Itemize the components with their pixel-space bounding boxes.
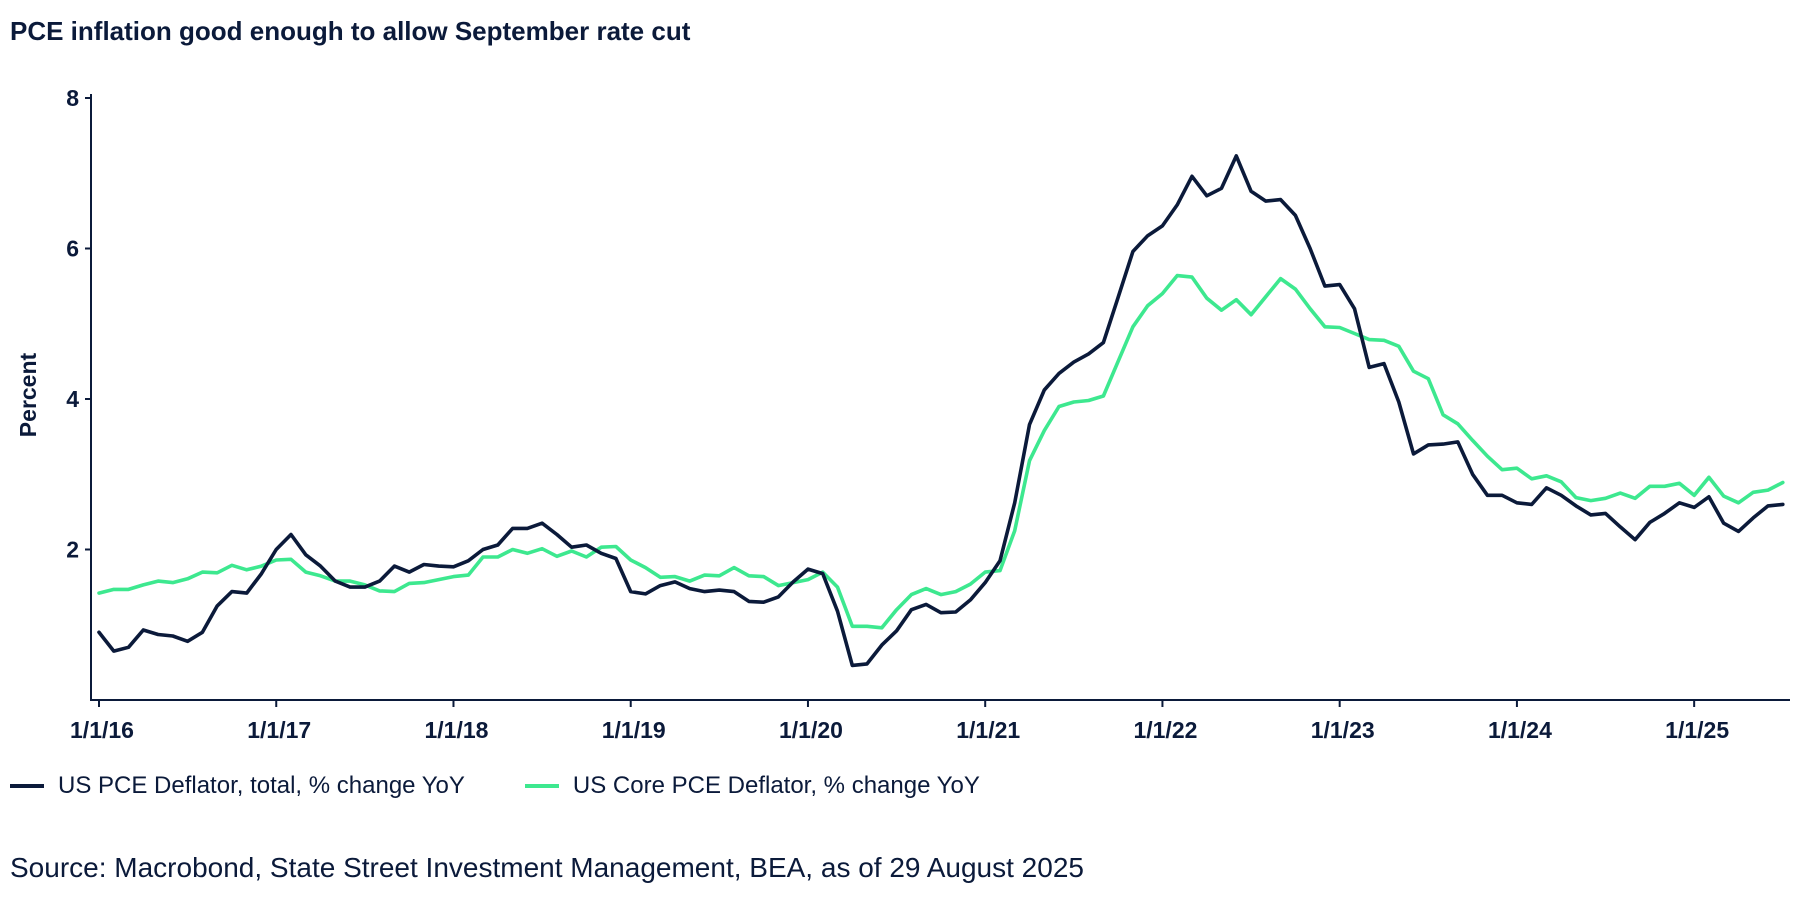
legend-label-total: US PCE Deflator, total, % change YoY <box>58 772 465 799</box>
legend-item-total: US PCE Deflator, total, % change YoY <box>10 772 465 800</box>
y-tick-label: 8 <box>66 85 79 111</box>
y-tick-label: 2 <box>66 537 79 563</box>
legend-item-core: US Core PCE Deflator, % change YoY <box>524 772 980 800</box>
source-note: Source: Macrobond, State Street Investme… <box>10 852 1084 883</box>
y-axis-label: Percent <box>15 352 41 437</box>
chart-title: PCE inflation good enough to allow Septe… <box>10 16 691 46</box>
x-tick-label: 1/1/20 <box>779 717 843 743</box>
chart-series <box>97 154 1785 668</box>
x-tick-label: 1/1/18 <box>425 717 489 743</box>
series-line-total-pce <box>97 154 1785 668</box>
x-tick-label: 1/1/21 <box>956 717 1020 743</box>
x-tick-label: 1/1/22 <box>1133 717 1197 743</box>
x-tick-label: 1/1/17 <box>247 717 311 743</box>
legend: US PCE Deflator, total, % change YoY US … <box>10 772 1040 800</box>
legend-swatch-total <box>10 784 44 788</box>
series-line-core-pce <box>97 273 1785 630</box>
x-tick-label: 1/1/23 <box>1311 717 1375 743</box>
x-tick-label: 1/1/25 <box>1665 717 1729 743</box>
y-tick-label: 4 <box>66 386 79 412</box>
x-tick-label: 1/1/24 <box>1488 717 1552 743</box>
legend-label-core: US Core PCE Deflator, % change YoY <box>572 772 980 799</box>
x-tick-label: 1/1/16 <box>70 717 134 743</box>
legend-swatch-core <box>524 784 559 788</box>
y-tick-label: 6 <box>66 236 79 262</box>
chart-axes: 2 4 6 8 1/1/16 1/1/17 1/1/18 1/1/19 1/1/20 1/1/21… <box>66 85 1790 743</box>
x-tick-label: 1/1/19 <box>602 717 666 743</box>
